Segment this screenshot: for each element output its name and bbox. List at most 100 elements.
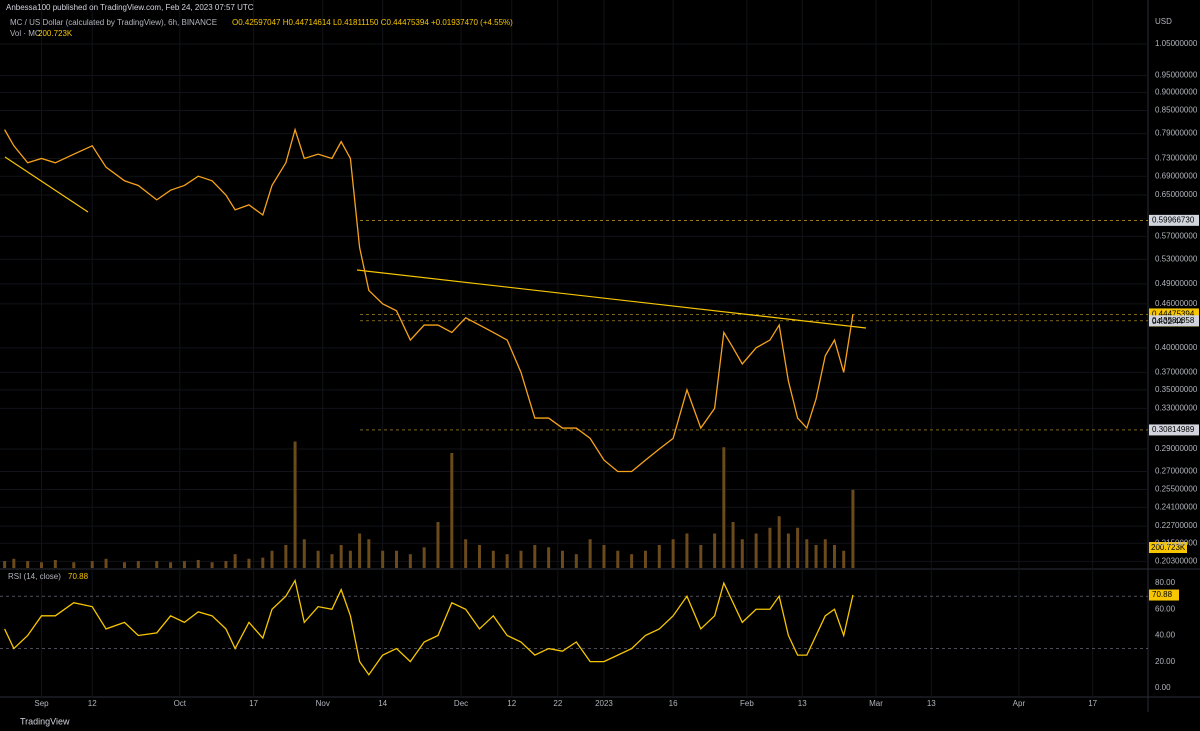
volume-bar	[210, 562, 214, 568]
y-tick-label: 0.90000000	[1155, 88, 1198, 97]
volume-bar	[616, 550, 620, 568]
volume-bar	[339, 545, 343, 568]
volume-bar	[519, 550, 523, 568]
x-tick-label: 13	[798, 699, 807, 708]
volume-bar	[182, 561, 186, 568]
price-label: 0.44475394	[1152, 310, 1195, 319]
volume-bar	[657, 545, 661, 568]
price-label-box	[1149, 424, 1199, 436]
volume-bar	[367, 539, 371, 568]
footer	[0, 712, 1200, 731]
volume-bar	[574, 554, 578, 568]
volume-bar	[196, 559, 200, 568]
volume-bar	[261, 557, 265, 568]
symbol: MC / US Dollar (calculated by TradingVie…	[10, 18, 217, 27]
volume-value: 200.723K	[38, 29, 73, 38]
volume-bar	[53, 559, 57, 568]
y-tick-label: 0.35000000	[1155, 385, 1198, 394]
volume-bar	[293, 441, 297, 568]
x-tick-label: Mar	[869, 699, 883, 708]
volume-bar	[671, 539, 675, 568]
x-tick-label: Feb	[740, 699, 754, 708]
y-tick-label: 0.53000000	[1155, 254, 1198, 263]
y-tick-label: 0.46000000	[1155, 299, 1198, 308]
volume-bar	[740, 539, 744, 568]
y-tick-label: 40.00	[1155, 631, 1176, 640]
volume-bar	[39, 562, 43, 568]
volume-bar	[491, 550, 495, 568]
countdown: 04:02:44	[1152, 317, 1184, 326]
price-label-box	[1149, 315, 1199, 327]
volume-bar	[630, 554, 634, 568]
volume-bar	[284, 545, 288, 568]
volume-bar	[436, 522, 440, 568]
trend-line	[356, 269, 867, 329]
y-tick-label: 0.29000000	[1155, 444, 1198, 453]
unit-label: USD	[1155, 17, 1172, 26]
volume-bar	[477, 545, 481, 568]
y-tick-label: 0.69000000	[1155, 171, 1198, 180]
volume-bar	[685, 533, 689, 568]
brand: TradingView	[20, 716, 70, 726]
x-tick-label: 12	[507, 699, 516, 708]
volume-bar	[823, 539, 827, 568]
volume-bar	[699, 545, 703, 568]
volume-bar	[602, 545, 606, 568]
volume-bar	[786, 533, 790, 568]
publisher: Anbessa100 published on TradingView.com,…	[6, 3, 254, 12]
x-tick-label: Oct	[174, 699, 187, 708]
y-tick-label: 0.65000000	[1155, 190, 1198, 199]
volume-bar	[842, 550, 846, 568]
volume-bar	[381, 550, 385, 568]
volume-value-box	[1149, 542, 1187, 553]
price-label: 0.30814989	[1152, 425, 1195, 434]
volume-bar	[832, 545, 836, 568]
volume-bar	[358, 533, 362, 568]
x-tick-label: 17	[1088, 699, 1097, 708]
volume-bar	[505, 554, 509, 568]
price-line	[4, 127, 854, 473]
x-tick-label: 14	[378, 699, 387, 708]
volume-bar	[247, 558, 251, 568]
rsi-value-label: 70.88	[1152, 590, 1173, 599]
y-tick-label: 0.40000000	[1155, 343, 1198, 352]
volume-bar	[348, 550, 352, 568]
volume-bar	[722, 447, 726, 568]
volume-bar	[422, 547, 426, 568]
y-tick-label: 0.20300000	[1155, 556, 1198, 565]
volume-bar	[450, 453, 454, 568]
volume-bar	[233, 554, 237, 568]
volume-bar	[316, 550, 320, 568]
price-label-box	[1149, 214, 1199, 226]
volume-bar	[302, 539, 306, 568]
volume-bar	[533, 545, 537, 568]
y-tick-label: 20.00	[1155, 657, 1176, 666]
y-tick-label: 0.73000000	[1155, 154, 1198, 163]
y-tick-label: 0.57000000	[1155, 231, 1198, 240]
x-tick-label: 17	[249, 699, 258, 708]
ohlc: O0.42597047 H0.44714614 L0.41811150 C0.4…	[232, 18, 513, 27]
volume-bar	[796, 527, 800, 568]
volume-bar	[26, 561, 30, 568]
x-tick-label: 12	[88, 699, 97, 708]
y-tick-label: 0.95000000	[1155, 71, 1198, 80]
y-tick-label: 0.00	[1155, 683, 1171, 692]
x-tick-label: Apr	[1013, 699, 1026, 708]
rsi-line	[4, 578, 854, 676]
volume-bar	[731, 522, 735, 568]
volume-bar	[330, 554, 334, 568]
volume-bar	[122, 562, 126, 568]
volume-bar	[224, 561, 228, 568]
volume-bar	[12, 558, 16, 568]
rsi-value-box	[1149, 589, 1179, 601]
rsi-legend: RSI (14, close)	[8, 572, 61, 581]
x-tick-label: 13	[927, 699, 936, 708]
y-tick-label: 0.22700000	[1155, 521, 1198, 530]
volume-bar	[754, 533, 758, 568]
rsi-value: 70.88	[68, 572, 89, 581]
x-tick-label: 16	[669, 699, 678, 708]
volume-bar	[394, 550, 398, 568]
volume-bar	[90, 561, 94, 568]
